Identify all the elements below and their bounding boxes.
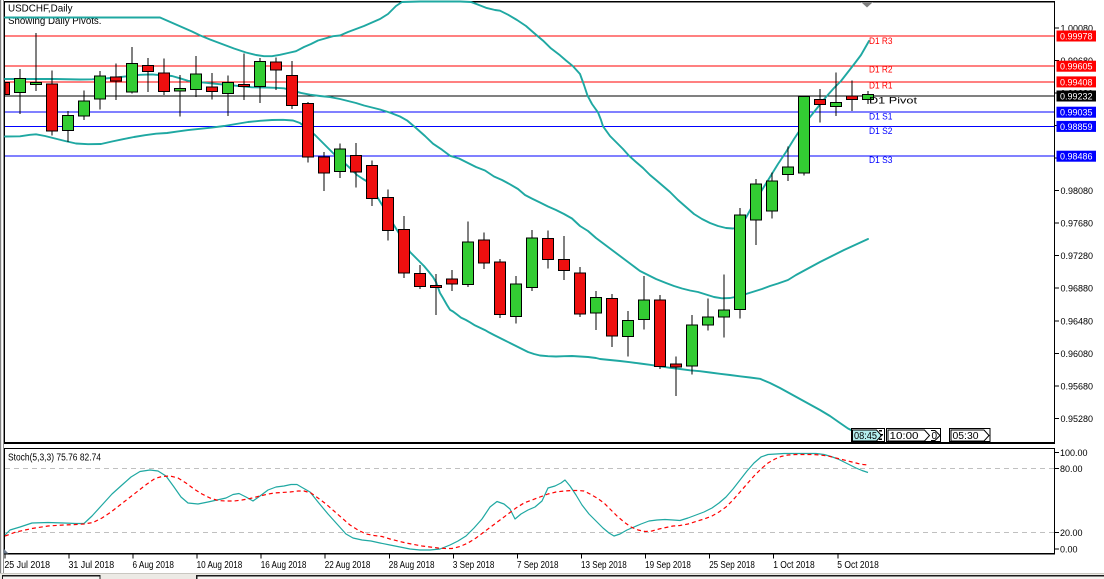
svg-text:0.99408: 0.99408: [1060, 77, 1093, 87]
svg-text:0.95280: 0.95280: [1061, 414, 1094, 424]
svg-text:0.99978: 0.99978: [1060, 32, 1093, 42]
svg-text:0.97680: 0.97680: [1061, 219, 1094, 229]
svg-text:0.99605: 0.99605: [1060, 62, 1093, 72]
svg-text:100.00: 100.00: [1060, 448, 1088, 458]
svg-text:16 Aug 2018: 16 Aug 2018: [261, 560, 307, 571]
svg-text:1 Oct 2018: 1 Oct 2018: [773, 560, 815, 571]
svg-text:D1 R3: D1 R3: [869, 36, 893, 47]
svg-text:1.00080: 1.00080: [1061, 23, 1094, 33]
svg-text:19 Sep 2018: 19 Sep 2018: [645, 560, 691, 571]
svg-text:0.96880: 0.96880: [1061, 284, 1094, 294]
svg-text:25 Sep 2018: 25 Sep 2018: [709, 560, 755, 571]
svg-text:0: 0: [932, 431, 938, 442]
svg-text:D1 R1: D1 R1: [869, 81, 893, 92]
svg-text:10:00: 10:00: [890, 431, 920, 442]
svg-text:80.00: 80.00: [1060, 464, 1083, 474]
svg-text:D1 R2: D1 R2: [869, 65, 893, 76]
svg-text:D1 S3: D1 S3: [869, 155, 893, 166]
svg-text:USDCHF,Daily: USDCHF,Daily: [8, 3, 73, 15]
svg-text:25 Jul 2018: 25 Jul 2018: [4, 560, 50, 571]
svg-text:13 Sep 2018: 13 Sep 2018: [581, 560, 627, 571]
svg-text:D1 S1: D1 S1: [869, 111, 893, 122]
svg-text:0.99232: 0.99232: [1060, 92, 1093, 102]
svg-text:0.98080: 0.98080: [1061, 186, 1094, 196]
svg-text:31 Jul 2018: 31 Jul 2018: [69, 560, 115, 571]
svg-text:Stoch(5,3,3) 75.76 82.74: Stoch(5,3,3) 75.76 82.74: [8, 453, 101, 464]
svg-text:3 Sep 2018: 3 Sep 2018: [453, 560, 495, 571]
svg-text:22 Aug 2018: 22 Aug 2018: [325, 560, 371, 571]
svg-text:08:45: 08:45: [854, 431, 877, 442]
svg-text:0.96480: 0.96480: [1061, 316, 1094, 326]
svg-text:0.00: 0.00: [1060, 545, 1078, 555]
svg-text:0.95680: 0.95680: [1061, 381, 1094, 391]
svg-text:0.96080: 0.96080: [1061, 349, 1094, 359]
svg-text:28 Aug 2018: 28 Aug 2018: [389, 560, 435, 571]
svg-text:D1 Pivot: D1 Pivot: [869, 95, 917, 106]
svg-text:0.99035: 0.99035: [1060, 108, 1093, 118]
svg-text:D1 S2: D1 S2: [869, 126, 893, 137]
svg-text:0.98859: 0.98859: [1060, 122, 1093, 132]
svg-text:20.00: 20.00: [1060, 528, 1083, 538]
svg-text:0.97280: 0.97280: [1061, 251, 1094, 261]
svg-text:0.98486: 0.98486: [1060, 152, 1093, 162]
svg-text:5 Oct 2018: 5 Oct 2018: [837, 560, 879, 571]
svg-text:10 Aug 2018: 10 Aug 2018: [197, 560, 243, 571]
svg-text:7 Sep 2018: 7 Sep 2018: [517, 560, 559, 571]
svg-text:6 Aug 2018: 6 Aug 2018: [133, 560, 175, 571]
svg-text:05:30: 05:30: [953, 431, 979, 442]
